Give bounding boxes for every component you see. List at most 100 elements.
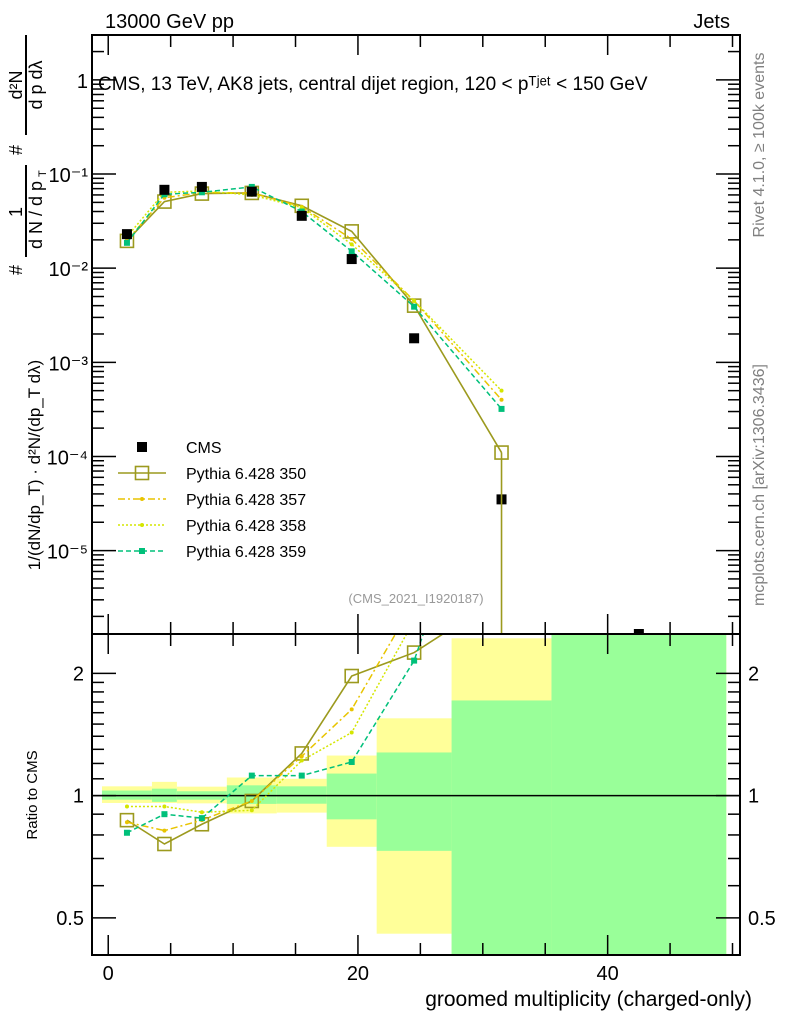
ratio-point-p359 <box>248 772 255 779</box>
y-tick-label: 10⁻⁵ <box>47 542 88 564</box>
main-plot-marks <box>119 181 644 634</box>
ratio-point-p357 <box>162 828 167 833</box>
main-point-cms <box>409 333 420 344</box>
ratio-point-p359 <box>161 811 168 818</box>
band-stat <box>551 634 727 955</box>
main-point-p357 <box>499 397 504 402</box>
band-stat <box>376 752 452 851</box>
main-line-p358 <box>126 190 503 392</box>
ratio-point-p357 <box>500 371 504 375</box>
ratio-frame <box>91 633 741 956</box>
x-axis-label: groomed multiplicity (charged-only) <box>425 988 752 1011</box>
ratio-point-p358 <box>299 758 304 763</box>
main-point-p358 <box>499 388 504 393</box>
y-tick-label: 10⁻¹ <box>49 165 89 187</box>
main-point-p359 <box>348 248 355 255</box>
analysis-id: (CMS_2021_I1920187) <box>348 591 483 606</box>
y-label-den1: d N / d p <box>26 181 46 249</box>
y-label-hash2: # <box>6 145 26 155</box>
ratio-point-p358 <box>162 804 167 809</box>
ratio-plot-marks <box>92 328 740 852</box>
ratio-y-tick-label-right: 2 <box>748 663 759 685</box>
x-tick-label: 0 <box>103 963 114 985</box>
y-tick-label: 10⁻² <box>49 259 89 281</box>
y-label-den2: d p dλ <box>26 60 46 109</box>
y-axis-label-fraction: # 1 d N / d p T # d²N d p dλ <box>6 35 49 275</box>
x-tick-label: 40 <box>597 963 619 985</box>
ratio-y-tick-label: 0.5 <box>56 908 84 930</box>
ratio-point-p358 <box>500 328 504 332</box>
band-stat <box>326 773 377 820</box>
legend-marker <box>140 523 144 527</box>
legend: CMS Pythia 6.428 350 Pythia 6.428 357 Pythi… <box>118 440 306 561</box>
y-tick-label: 1 <box>77 71 88 93</box>
legend-label: Pythia 6.428 357 <box>186 492 306 509</box>
ratio-point-p358 <box>124 804 129 809</box>
main-point-cms <box>121 229 132 240</box>
main-point-cms <box>633 629 644 634</box>
ratio-point-p357 <box>249 798 254 803</box>
y-tick-label: 10⁻³ <box>49 353 89 375</box>
main-point-p359 <box>411 303 418 310</box>
mcplots-label: mcplots.cern.ch [arXiv:1306.3436] <box>751 364 768 606</box>
main-point-cms <box>346 254 357 265</box>
main-point-cms <box>159 184 170 195</box>
main-point-p359 <box>123 239 130 246</box>
rivet-label: Rivet 4.1.0, ≥ 100k events <box>751 53 768 238</box>
chart-title-text: CMS, 13 TeV, AK8 jets, central dijet reg… <box>98 74 648 95</box>
legend-label: Pythia 6.428 359 <box>186 544 306 561</box>
y-label-sub1: T <box>37 170 49 177</box>
band-stat <box>451 700 552 955</box>
legend-item-p350: Pythia 6.428 350 <box>118 465 306 483</box>
ratio-point-p357 <box>124 820 129 825</box>
header-right: Jets <box>693 11 730 33</box>
ratio-point-p358 <box>412 618 416 622</box>
x-tick-label: 20 <box>347 963 369 985</box>
legend-marker <box>137 442 147 452</box>
legend-marker <box>134 465 150 481</box>
legend-item-cms: CMS <box>137 440 222 457</box>
header-left: 13000 GeV pp <box>105 11 234 33</box>
ratio-y-tick-label: 2 <box>73 663 84 685</box>
ratio-point-p358 <box>349 730 354 735</box>
ratio-line-p358 <box>126 634 408 813</box>
main-line-p350 <box>126 192 503 453</box>
y-label-hash1: # <box>6 265 26 275</box>
ratio-point-p358 <box>199 810 204 815</box>
main-point-cms <box>246 186 257 197</box>
main-point-cms <box>296 210 307 221</box>
ratio-point-p359 <box>348 758 355 765</box>
ratio-line-p359 <box>126 634 425 834</box>
main-line-p359 <box>126 186 503 410</box>
legend-marker <box>140 497 144 501</box>
ratio-y-tick-label-right: 0.5 <box>748 908 776 930</box>
ratio-point-p350 <box>244 793 260 809</box>
ratio-point-p359 <box>411 657 418 664</box>
ratio-point-p357 <box>349 707 354 712</box>
legend-label: Pythia 6.428 358 <box>186 518 306 535</box>
main-point-p359 <box>498 405 505 412</box>
ratio-point-p350 <box>119 812 135 828</box>
legend-label: CMS <box>186 440 222 457</box>
ratio-y-label: Ratio to CMS <box>24 750 41 839</box>
legend-item-p357: Pythia 6.428 357 <box>118 492 306 509</box>
main-point-p357 <box>349 237 354 242</box>
ratio-point-p357 <box>299 754 304 759</box>
y-axis-label: 1/(dN/dp_T) · d²N/(dp_T dλ) <box>25 360 44 570</box>
ratio-point-p359 <box>198 815 205 822</box>
y-label-num2: d²N <box>6 70 26 99</box>
ratio-point-p350 <box>344 668 359 684</box>
ratio-point-p359 <box>123 829 130 836</box>
legend-label: Pythia 6.428 350 <box>186 466 306 483</box>
axes: 110⁻¹10⁻²10⁻³10⁻⁴10⁻⁵0.5 0.51 12 20 20 40 <box>47 34 776 985</box>
legend-item-p358: Pythia 6.428 358 <box>118 518 306 535</box>
legend-item-p359: Pythia 6.428 359 <box>118 544 306 561</box>
chart-title: CMS, 13 TeV, AK8 jets, central dijet reg… <box>98 74 648 95</box>
ratio-point-p358 <box>249 808 254 813</box>
main-line-p357 <box>126 191 503 401</box>
main-point-cms <box>196 181 207 192</box>
ratio-y-tick-label-right: 1 <box>748 786 759 808</box>
ratio-y-tick-label: 1 <box>73 786 84 808</box>
main-point-p358 <box>412 298 417 303</box>
